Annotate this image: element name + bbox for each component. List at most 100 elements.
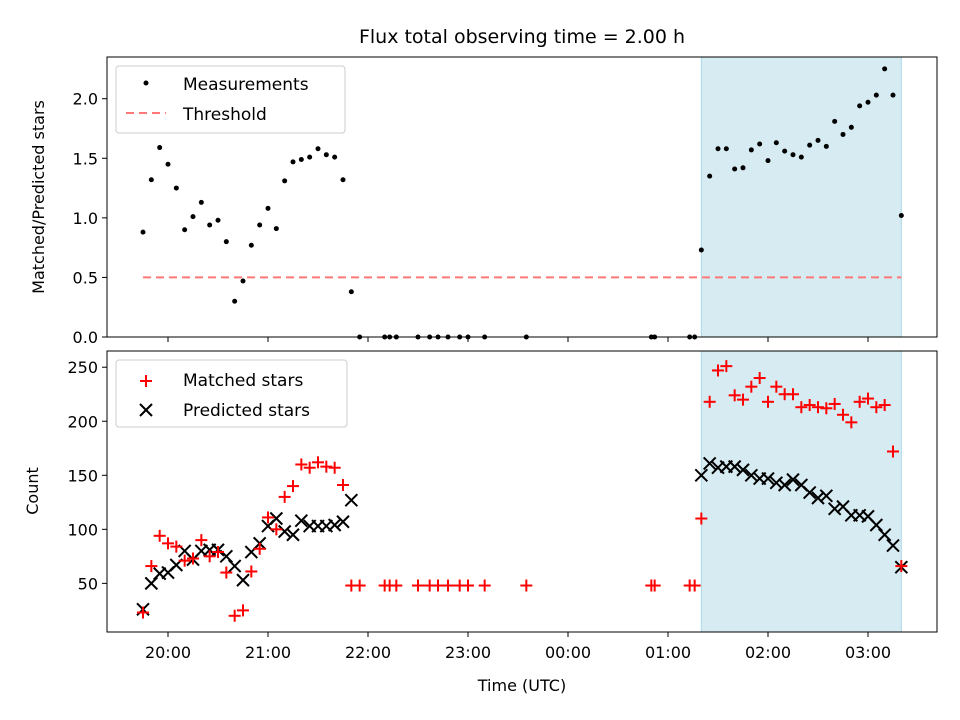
legend-measurements-label: Measurements [183,75,309,95]
matched-stars-point [887,445,899,458]
chart-title: Flux total observing time = 2.00 h [359,26,685,48]
predicted-stars-point [744,468,759,482]
matched-stars-point [737,393,749,406]
matched-stars-point [870,401,883,414]
measurement-point [890,92,896,98]
xtick-label: 02:00 [745,643,791,662]
measurement-point [715,146,721,152]
matched-stars-point [245,565,258,578]
measurement-point [732,166,738,172]
predicted-stars-point [802,485,817,500]
predicted-stars-point [736,463,750,477]
predicted-stars-point [877,528,892,542]
matched-stars-point [728,389,741,402]
bottom-ytick-label: 50 [78,574,98,593]
bottom-panel: 50 100 150 200 250 20:00 21:00 22:00 23:00 00:00… [23,350,938,695]
measurement-point [757,141,763,147]
predicted-stars-point [269,511,284,526]
bottom-legend-box [115,359,348,428]
matched-stars-point [295,458,308,471]
matched-stars-point [262,511,274,524]
top-ytick-label: 1.0 [73,209,98,228]
measurement-point [748,147,754,153]
predicted-stars-point [294,513,309,528]
measurement-point [273,226,279,232]
measurement-point [190,214,196,220]
matched-stars-point [803,399,816,412]
matched-stars-point [312,456,324,469]
xtick-label: 00:00 [545,643,591,662]
top-legend: Measurements Threshold [115,65,346,134]
measurement-point [182,227,188,233]
measurement-point [265,205,271,211]
measurement-point [173,185,179,191]
matched-stars-point [478,579,491,592]
top-ytick-label: 0.5 [73,268,98,287]
measurement-point [148,177,154,183]
matched-stars-point [195,534,208,547]
bottom-ylabel: Count [23,467,42,515]
matched-stars-point [820,402,833,415]
matched-stars-point [145,560,158,573]
top-panel: 0.00.51.01.52.0 Matched/Predicted stars … [29,56,938,347]
measurement-point [307,154,313,160]
measurement-point [882,66,888,72]
xtick-label: 23:00 [445,643,491,662]
predicted-stars-point [811,491,825,505]
measurement-point [865,99,871,105]
matched-stars-point [648,579,661,592]
predicted-stars-point [277,524,292,539]
matched-stars-point [862,392,874,405]
measurement-point [157,145,163,151]
measurement-point [848,124,854,130]
measurement-point [348,289,354,295]
predicted-stars-point [227,559,242,573]
predicted-stars-point [286,528,300,542]
xtick-label: 22:00 [345,643,391,662]
measurement-point [765,158,771,164]
measurement-point [207,222,213,228]
measurement-point [815,137,821,143]
matched-stars-point [220,566,233,579]
measurement-point [873,92,879,98]
matched-stars-point [390,579,403,592]
top-plot-frame [106,56,938,338]
matched-stars-point [137,606,149,619]
measurement-point [857,103,863,109]
predicted-stars-point [777,478,792,492]
measurement-point [290,159,296,165]
matched-stars-point [228,609,241,622]
measurement-point [315,146,321,152]
matched-stars-point [895,560,908,573]
matched-stars-point [878,399,891,412]
matched-stars-point [762,395,774,408]
matched-stars-point [745,380,758,393]
bottom-ytick-label: 250 [67,358,98,377]
measurement-point [232,298,238,304]
bottom-plot-frame [106,350,938,633]
matched-stars-point [720,360,733,373]
measurement-point [140,229,146,235]
matched-stars-point [203,550,216,563]
predicted-stars-point [819,489,834,503]
matched-stars-point [237,604,249,617]
matched-stars-point [770,380,783,393]
predicted-stars-point [336,515,350,529]
legend-predicted-marker [139,403,153,417]
matched-stars-point [153,529,166,542]
measurement-point [807,142,813,148]
measurement-point [257,222,263,228]
legend-matched-marker [140,375,152,387]
top-legend-box [115,65,346,134]
measurement-point [790,152,796,158]
bottom-legend: Matched stars Predicted stars [115,359,348,428]
predicted-stars-point [327,518,342,532]
bottom-ytick-label: 200 [67,412,98,431]
top-ylabel: Matched/Predicted stars [29,100,48,294]
measurement-point [323,152,329,158]
legend-matched-label: Matched stars [183,371,303,391]
matched-stars-point [170,540,183,553]
measurement-point [198,199,204,205]
predicted-stars-point [694,468,709,482]
